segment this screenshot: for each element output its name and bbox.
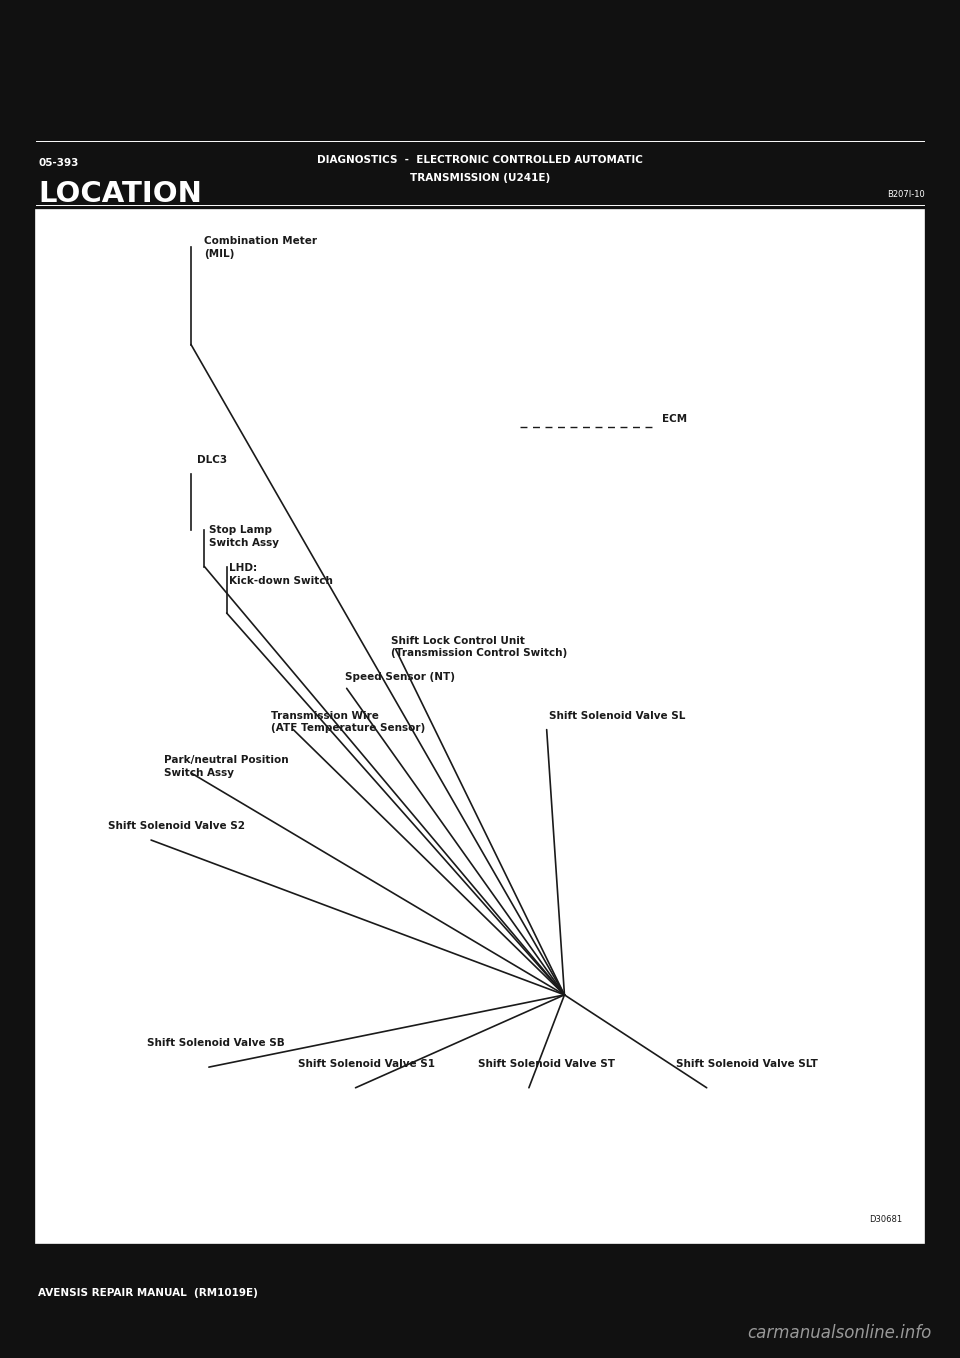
Text: ECM: ECM bbox=[662, 414, 687, 424]
Text: Transmission Wire
(ATF Temperature Sensor): Transmission Wire (ATF Temperature Senso… bbox=[271, 712, 425, 733]
Text: Combination Meter
(MIL): Combination Meter (MIL) bbox=[204, 236, 318, 258]
Text: LOCATION: LOCATION bbox=[38, 181, 203, 208]
Text: B207I-10: B207I-10 bbox=[887, 190, 924, 198]
Text: Stop Lamp
Switch Assy: Stop Lamp Switch Assy bbox=[209, 526, 278, 547]
Text: Shift Lock Control Unit
(Transmission Control Switch): Shift Lock Control Unit (Transmission Co… bbox=[391, 636, 567, 659]
Text: Shift Solenoid Valve SLT: Shift Solenoid Valve SLT bbox=[676, 1059, 818, 1069]
Text: TRANSMISSION (U241E): TRANSMISSION (U241E) bbox=[410, 172, 550, 183]
Text: D30681: D30681 bbox=[869, 1215, 902, 1224]
Text: carmanualsonline.info: carmanualsonline.info bbox=[747, 1324, 931, 1342]
Text: Shift Solenoid Valve SL: Shift Solenoid Valve SL bbox=[549, 712, 685, 721]
Bar bbox=[36, 210, 924, 1243]
Text: Shift Solenoid Valve SB: Shift Solenoid Valve SB bbox=[147, 1039, 284, 1048]
Text: 05-393: 05-393 bbox=[38, 158, 79, 168]
Text: Park/neutral Position
Switch Assy: Park/neutral Position Switch Assy bbox=[164, 755, 289, 778]
Text: AVENSIS REPAIR MANUAL  (RM1019E): AVENSIS REPAIR MANUAL (RM1019E) bbox=[38, 1287, 258, 1298]
Text: Shift Solenoid Valve S2: Shift Solenoid Valve S2 bbox=[108, 822, 246, 831]
Text: Speed Sensor (NT): Speed Sensor (NT) bbox=[345, 672, 455, 682]
Text: DIAGNOSTICS  -  ELECTRONIC CONTROLLED AUTOMATIC: DIAGNOSTICS - ELECTRONIC CONTROLLED AUTO… bbox=[317, 155, 643, 166]
Text: Shift Solenoid Valve S1: Shift Solenoid Valve S1 bbox=[298, 1059, 435, 1069]
Text: Shift Solenoid Valve ST: Shift Solenoid Valve ST bbox=[478, 1059, 615, 1069]
Text: LHD:
Kick-down Switch: LHD: Kick-down Switch bbox=[229, 564, 333, 585]
Text: DLC3: DLC3 bbox=[198, 455, 228, 466]
